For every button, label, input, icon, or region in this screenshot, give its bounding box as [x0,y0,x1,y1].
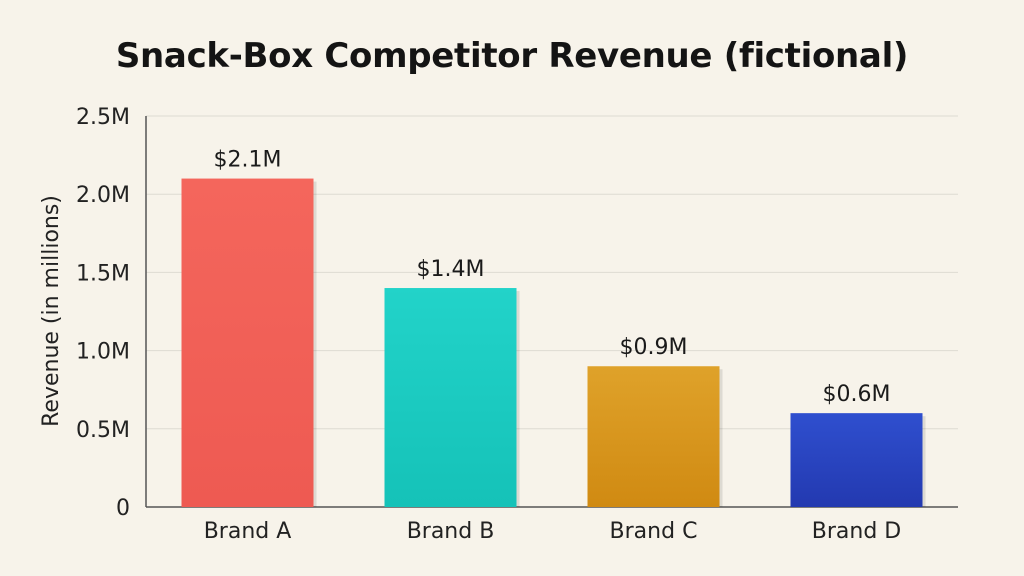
chart-title: Snack-Box Competitor Revenue (fictional) [115,36,909,76]
data-label: $0.6M [823,382,891,407]
bars [181,178,926,507]
category-label: Brand B [407,519,495,544]
y-tick-label: 2.0M [76,183,130,208]
y-tick-label: 0.5M [76,418,130,443]
y-tick-label: 1.0M [76,340,130,365]
data-label: $1.4M [417,257,485,282]
category-label: Brand D [812,519,901,544]
bar [384,288,517,507]
y-tick-label: 2.5M [76,105,130,130]
data-label: $0.9M [620,335,688,360]
y-tick-labels: 0 0.5M 1.0M 1.5M 2.0M 2.5M [76,105,130,521]
bar [181,178,314,507]
y-tick-label: 1.5M [76,261,130,286]
category-labels: Brand A Brand B Brand C Brand D [204,519,902,544]
bar [790,413,923,507]
category-label: Brand C [610,519,698,544]
bar [587,366,720,507]
y-tick-label: 0 [116,496,130,521]
data-label: $2.1M [214,148,282,173]
y-axis-title: Revenue (in millions) [39,195,64,427]
data-labels: $2.1M $1.4M $0.9M $0.6M [214,148,891,408]
category-label: Brand A [204,519,292,544]
